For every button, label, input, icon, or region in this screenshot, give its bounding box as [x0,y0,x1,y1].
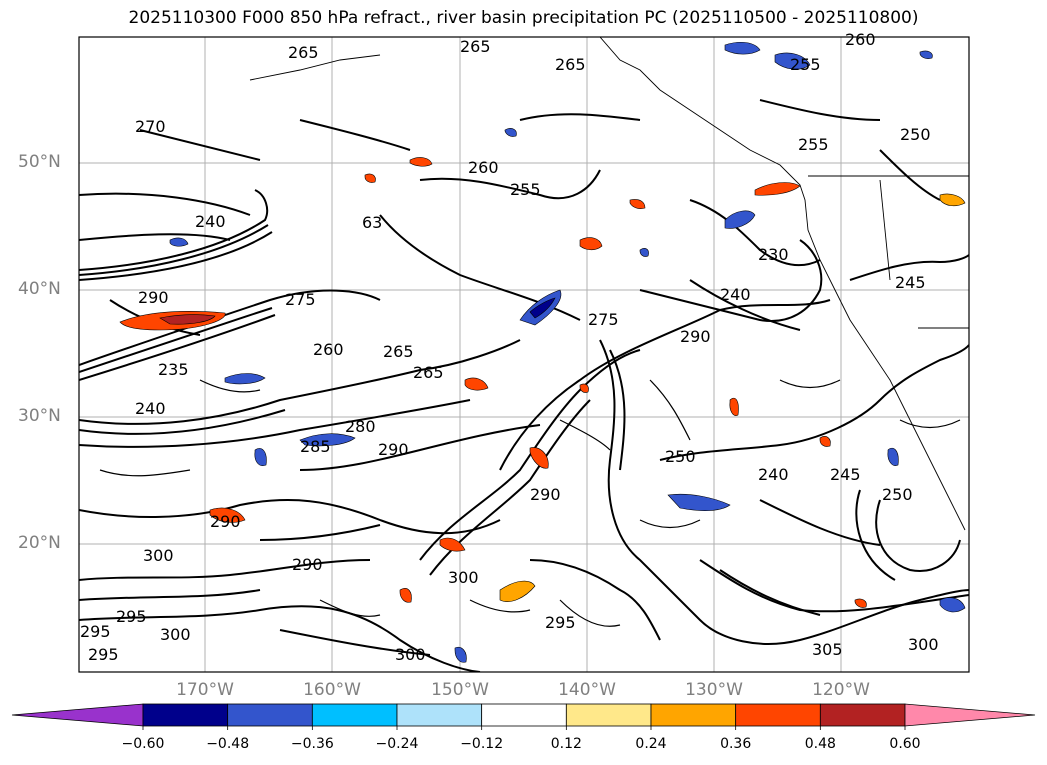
contour-label: 300 [448,568,479,587]
contour-label: 260 [313,340,344,359]
lat-label-50n: 50°N [18,152,61,172]
lon-label-130w: 130°W [685,680,743,700]
contour-label: 290 [680,327,711,346]
colorbar-tick-label: 0.24 [635,736,667,752]
contour-label: 250 [900,125,931,144]
colorbar-segment [227,703,313,727]
lon-label-150w: 150°W [431,680,489,700]
contour-label: 300 [160,625,191,644]
contour-label: 295 [88,645,119,664]
contour-label: 290 [530,485,561,504]
colorbar-extend-max [904,703,1036,727]
contour-label: 260 [468,158,499,177]
colorbar-segment [650,703,737,727]
contour-label: 240 [720,285,751,304]
colorbar-tick-label: −0.60 [121,736,165,752]
contour-label: 245 [895,273,926,292]
lat-label-20n: 20°N [18,533,61,553]
contour-label: 270 [135,117,166,136]
contour-label: 230 [758,245,789,264]
colorbar-tick-label: −0.24 [375,736,419,752]
map-title: 2025110300 F000 850 hPa refract., river … [128,8,919,28]
contour-label: 255 [510,180,541,199]
colorbar-tick-label: 0.60 [889,736,921,752]
colorbar-segment [565,703,652,727]
contour-label: 275 [285,290,316,309]
contour-label: 290 [378,440,409,459]
contour-label: 280 [345,417,376,436]
contour-label: 255 [790,55,821,74]
contour-label: 290 [210,512,241,531]
contour-label: 63 [362,213,382,232]
colorbar-segment [142,703,229,727]
precip-shading [119,41,966,663]
lat-label-30n: 30°N [18,406,61,426]
contour-label: 265 [288,43,319,62]
contour-label: 295 [80,622,111,641]
contour-label: 300 [908,635,939,654]
lon-label-170w: 170°W [176,680,234,700]
refractivity-contours [79,99,969,672]
colorbar-extend-min [11,703,144,727]
colorbar-segment [311,703,398,727]
contour-label: 250 [882,485,913,504]
colorbar-segment [819,703,906,727]
lon-label-160w: 160°W [303,680,361,700]
contour-label: 290 [138,288,169,307]
contour-label: 275 [588,310,619,329]
colorbar-tick-label: 0.36 [720,736,752,752]
contour-labels: 265 265 265 270 255 255 260 260 255 250 … [80,30,939,664]
contour-label: 300 [395,645,426,664]
lon-label-140w: 140°W [558,680,616,700]
colorbar-tick-label: 0.48 [804,736,836,752]
contour-label: 290 [292,555,323,574]
contour-label: 235 [158,360,189,379]
contour-label: 285 [300,437,331,456]
colorbar-tick-label: −0.48 [206,736,250,752]
contour-label: 295 [545,613,576,632]
contour-label: 300 [143,546,174,565]
contour-label: 295 [116,607,147,626]
lat-label-40n: 40°N [18,279,61,299]
coastlines [249,37,969,531]
colorbar-segment [481,703,567,727]
contour-label: 255 [798,135,829,154]
contour-label: 265 [383,342,414,361]
contour-label: 265 [460,37,491,56]
contour-label: 245 [830,465,861,484]
colorbar-segment [735,703,821,727]
contour-label: 240 [135,399,166,418]
contour-label: 240 [758,465,789,484]
contour-label: 305 [812,640,843,659]
contour-label: 265 [555,55,586,74]
detail-contours [99,379,961,627]
contour-label: 265 [413,363,444,382]
colorbar-tick-label: −0.36 [290,736,334,752]
lon-label-120w: 120°W [812,680,870,700]
contour-label: 240 [195,212,226,231]
colorbar-tick-label: 0.12 [550,736,582,752]
contour-label: 250 [665,447,696,466]
colorbar-tick-label: −0.12 [460,736,504,752]
colorbar-segment [396,703,483,727]
contour-label: 260 [845,30,876,49]
